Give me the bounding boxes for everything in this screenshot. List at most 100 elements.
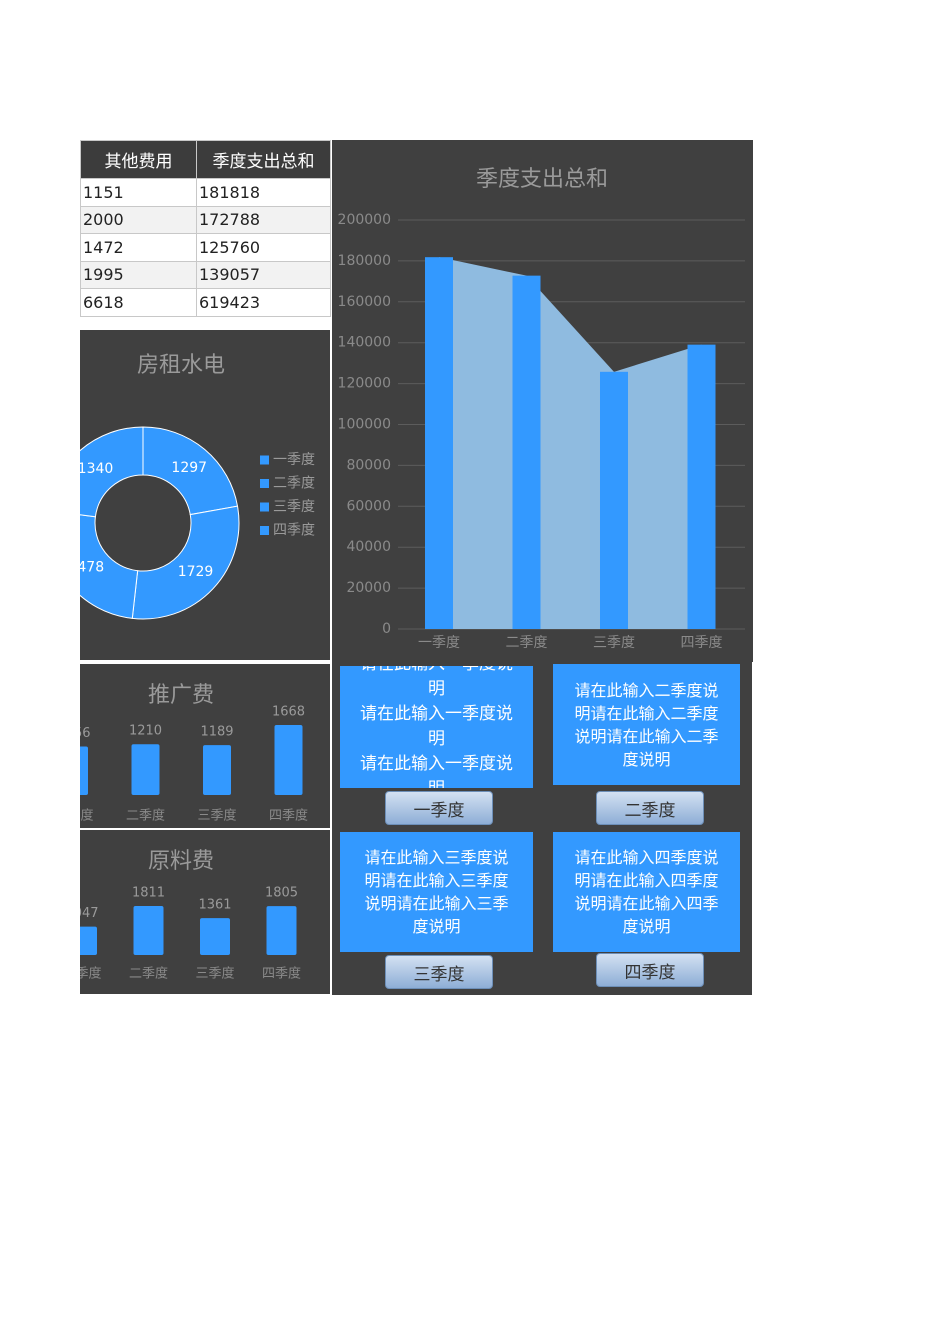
table-row: 6618 619423	[80, 288, 331, 317]
x-tick-label: 三季度	[593, 635, 635, 651]
table-row: 1151 181818	[80, 178, 331, 207]
note-box: 请在此输入四季度说明请在此输入四季度说明请在此输入四季度说明	[553, 832, 740, 952]
quarter-button[interactable]: 二季度	[596, 791, 704, 825]
data-label: 1478	[68, 559, 104, 575]
legend-label: 三季度	[273, 499, 315, 515]
y-tick-label: 60000	[346, 498, 391, 514]
x-tick-label: 三季度	[197, 808, 236, 824]
x-tick-label: 四季度	[262, 966, 301, 982]
note-text: 请在此输入一季度说明	[360, 754, 513, 788]
table-cell: 139057	[196, 260, 331, 289]
bar	[80, 926, 97, 955]
x-tick-label: 一季度	[54, 808, 93, 824]
legend-swatch	[260, 455, 269, 465]
header-row: 其他费用 季度支出总和	[80, 140, 331, 179]
table-cell: 619423	[196, 288, 331, 317]
quarter-button[interactable]: 四季度	[596, 953, 704, 987]
table-cell: 2000	[80, 205, 197, 234]
x-tick-label: 四季度	[681, 635, 723, 651]
bar	[687, 344, 716, 629]
note-text: 请在此输入三季度说明请在此输入三季度说明请在此输入三季度说明	[364, 848, 509, 936]
y-tick-label: 140000	[338, 335, 391, 351]
data-label: 1210	[129, 724, 162, 739]
table-cell: 1151	[80, 178, 197, 207]
table-cell: 6618	[80, 288, 197, 317]
y-tick-label: 20000	[346, 580, 391, 596]
bar	[425, 257, 453, 629]
data-label: 1047	[65, 906, 98, 921]
table-cell: 125760	[196, 233, 331, 262]
data-label: 1811	[132, 886, 165, 901]
chart-title: 推广费	[148, 683, 214, 708]
data-label: 1668	[272, 705, 305, 720]
x-tick-label: 二季度	[126, 808, 165, 824]
legend-swatch	[260, 526, 269, 535]
area	[439, 257, 702, 629]
data-label: 1340	[78, 461, 114, 477]
table-cell: 1995	[80, 260, 197, 289]
data-table: 其他费用 季度支出总和 1151 181818 2000 172788 1472 125760…	[80, 140, 331, 317]
data-label: 1189	[200, 725, 233, 740]
data-label: 1361	[198, 898, 231, 913]
y-tick-label: 120000	[338, 376, 391, 392]
y-tick-label: 100000	[338, 417, 391, 433]
bar	[131, 744, 160, 795]
legend-label: 二季度	[273, 476, 315, 492]
main-chart: 季度支出总和 0 20000 40000 60000 80000 100000 120000 1…	[338, 167, 745, 651]
x-tick-label: 一季度	[62, 966, 101, 982]
legend-label: 四季度	[273, 523, 315, 539]
x-tick-label: 三季度	[195, 966, 234, 982]
y-tick-label: 160000	[338, 294, 391, 310]
x-tick-label: 四季度	[269, 808, 308, 824]
table-cell: 181818	[196, 178, 331, 207]
bar	[512, 275, 541, 629]
x-tick-label: 二季度	[506, 635, 548, 651]
note-text: 请在此输入一季度说明	[360, 704, 513, 749]
column-header: 其他费用	[80, 140, 197, 179]
legend-swatch	[260, 502, 269, 512]
table-row: 1995 139057	[80, 260, 331, 289]
bar	[203, 745, 231, 795]
table-row: 1472 125760	[80, 233, 331, 262]
y-tick-label: 0	[382, 621, 391, 637]
column-header: 季度支出总和	[196, 140, 331, 179]
data-label: 1297	[171, 460, 207, 476]
data-label: 1805	[265, 886, 298, 901]
material-chart: 原料费 1047 一季度 1811 二季度 1361 三季度 1805 四季度	[62, 849, 301, 982]
chart-title: 房租水电	[137, 353, 225, 378]
note-box: 请在此输入二季度说明请在此输入二季度说明请在此输入二季度说明	[553, 664, 740, 785]
x-tick-label: 二季度	[129, 966, 168, 982]
note-text: 请在此输入二季度说明请在此输入二季度说明请在此输入二季度说明	[574, 680, 719, 769]
y-tick-label: 40000	[346, 539, 391, 555]
chart-title: 原料费	[148, 849, 214, 874]
quarter-button[interactable]: 三季度	[385, 955, 493, 989]
note-text: 请在此输入一季度说明	[360, 666, 513, 699]
data-label: 1156	[57, 726, 90, 741]
note-text: 请在此输入四季度说明请在此输入四季度说明请在此输入四季度说明	[574, 848, 719, 936]
bar	[200, 918, 230, 955]
donut-slice	[142, 426, 239, 516]
bar	[133, 906, 164, 955]
table-cell: 1472	[80, 233, 197, 262]
legend-label: 一季度	[273, 452, 315, 468]
legend-swatch	[260, 479, 269, 488]
donut-slice	[131, 505, 240, 620]
bar	[80, 746, 88, 795]
donut-slice	[80, 426, 144, 518]
y-tick-label: 180000	[338, 253, 391, 269]
bar	[274, 725, 303, 795]
donut-slice	[80, 514, 139, 619]
y-tick-label: 80000	[346, 457, 391, 473]
bar	[600, 371, 628, 629]
table-cell: 172788	[196, 205, 331, 234]
bar	[266, 906, 297, 955]
note-box: 请在此输入一季度说明请在此输入一季度说明请在此输入一季度说明	[340, 666, 533, 788]
table-row: 2000 172788	[80, 205, 331, 234]
quarter-button[interactable]: 一季度	[385, 791, 493, 825]
y-tick-label: 200000	[338, 212, 391, 228]
note-box: 请在此输入三季度说明请在此输入三季度说明请在此输入三季度说明	[340, 832, 533, 952]
promo-chart: 推广费 1156 一季度 1210 二季度 1189 三季度 1668 四季度	[54, 683, 308, 824]
